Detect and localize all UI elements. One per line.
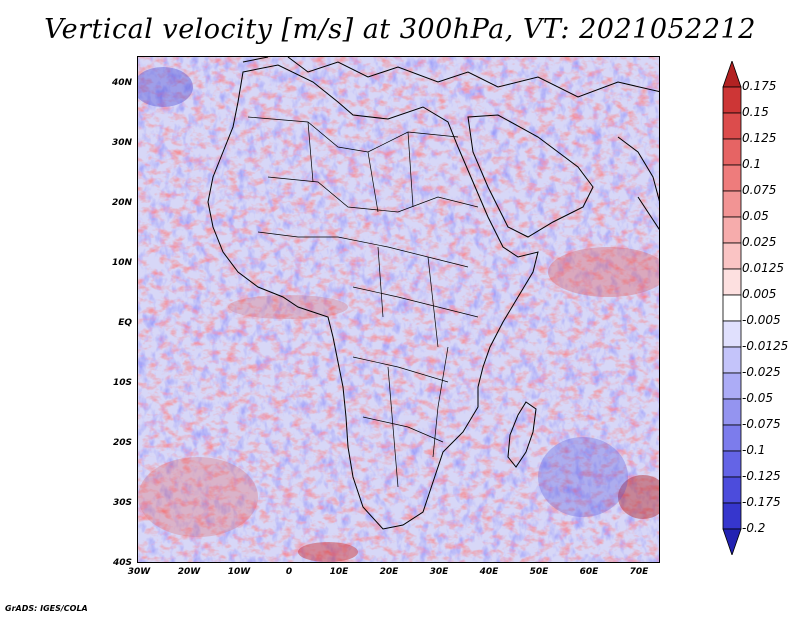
colorbar-swatch <box>722 398 742 426</box>
colorbar-tick-label: 0.1 <box>742 157 762 171</box>
colorbar-swatch <box>722 476 742 504</box>
colorbar-swatch <box>722 138 742 166</box>
colorbar-swatch <box>722 216 742 244</box>
longitude-tick-label: 10W <box>227 567 251 577</box>
longitude-tick-label: 10E <box>329 567 349 577</box>
longitude-tick-label: 50E <box>529 567 549 577</box>
chart-title: Vertical velocity [m/s] at 300hPa, VT: 2… <box>44 14 756 45</box>
negative-region <box>138 67 193 107</box>
colorbar-swatch <box>722 86 742 114</box>
longitude-tick-label: 20E <box>379 567 399 577</box>
colorbar-tick-label: -0.075 <box>742 417 781 431</box>
positive-region <box>228 295 348 319</box>
latitude-tick-label: EQ <box>118 318 132 328</box>
colorbar-tick-label: 0.175 <box>742 79 777 93</box>
colorbar-swatch <box>722 320 742 348</box>
colorbar-swatch <box>722 528 742 555</box>
colorbar-tick-label: -0.125 <box>742 469 781 483</box>
map-panel <box>137 56 660 563</box>
longitude-tick-label: 40E <box>479 567 499 577</box>
colorbar-swatch <box>722 450 742 478</box>
india-coastline <box>617 136 659 230</box>
colorbar-tick-label: -0.005 <box>742 313 781 327</box>
latitude-tick-label: 30S <box>112 498 132 508</box>
colorbar-tick-label: -0.0125 <box>742 339 789 353</box>
latitude-tick-label: 20N <box>111 198 132 208</box>
colorbar-swatch <box>722 294 742 322</box>
colorbar-tick-label: -0.05 <box>742 391 774 405</box>
positive-region <box>138 457 258 537</box>
latitude-tick-label: 10S <box>112 378 132 388</box>
colorbar-tick-label: 0.15 <box>742 105 769 119</box>
credits-footer: GrADS: IGES/COLA <box>5 604 88 613</box>
colorbar-tick-label: -0.1 <box>742 443 766 457</box>
colorbar-tick-label: -0.025 <box>742 365 781 379</box>
negative-region <box>538 437 628 517</box>
colorbar-swatch <box>722 268 742 296</box>
colorbar-tick-label: 0.005 <box>742 287 777 301</box>
longitude-tick-label: 30W <box>127 567 151 577</box>
country-borders <box>247 116 479 488</box>
europe-coastline <box>242 57 659 98</box>
arabia-coastline <box>467 114 594 238</box>
longitude-tick-label: 20W <box>177 567 201 577</box>
latitude-tick-label: 30N <box>111 138 132 148</box>
colorbar-swatch <box>722 502 742 530</box>
colorbar-swatch <box>722 424 742 452</box>
colorbar-swatch <box>722 372 742 400</box>
colorbar-tick-label: -0.175 <box>742 495 781 509</box>
velocity-map <box>138 57 659 562</box>
longitude-tick-label: 70E <box>629 567 649 577</box>
velocity-field <box>138 57 659 562</box>
colorbar-tick-label: -0.2 <box>742 521 766 535</box>
longitude-tick-label: 60E <box>579 567 599 577</box>
madagascar-coastline <box>507 401 537 468</box>
colorbar-tick-label: 0.05 <box>742 209 769 223</box>
latitude-tick-label: 20S <box>112 438 132 448</box>
colorbar <box>722 61 742 555</box>
positive-region <box>618 475 659 519</box>
latitude-tick-label: 40N <box>111 78 132 88</box>
colorbar-tick-label: 0.0125 <box>742 261 784 275</box>
latitude-tick-label: 40S <box>112 558 132 568</box>
colorbar-swatch <box>722 112 742 140</box>
positive-region <box>548 247 659 297</box>
colorbar-tick-label: 0.025 <box>742 235 777 249</box>
colorbar-swatch <box>722 346 742 374</box>
latitude-tick-label: 10N <box>111 258 132 268</box>
colorbar-swatch <box>722 190 742 218</box>
longitude-tick-label: 30E <box>429 567 449 577</box>
colorbar-swatch <box>722 61 742 88</box>
colorbar-tick-label: 0.125 <box>742 131 777 145</box>
colorbar-swatch <box>722 164 742 192</box>
colorbar-swatch <box>722 242 742 270</box>
africa-coastline <box>207 64 539 530</box>
colorbar-tick-label: 0.075 <box>742 183 777 197</box>
longitude-tick-label: 0 <box>285 567 293 577</box>
positive-region <box>298 542 358 562</box>
